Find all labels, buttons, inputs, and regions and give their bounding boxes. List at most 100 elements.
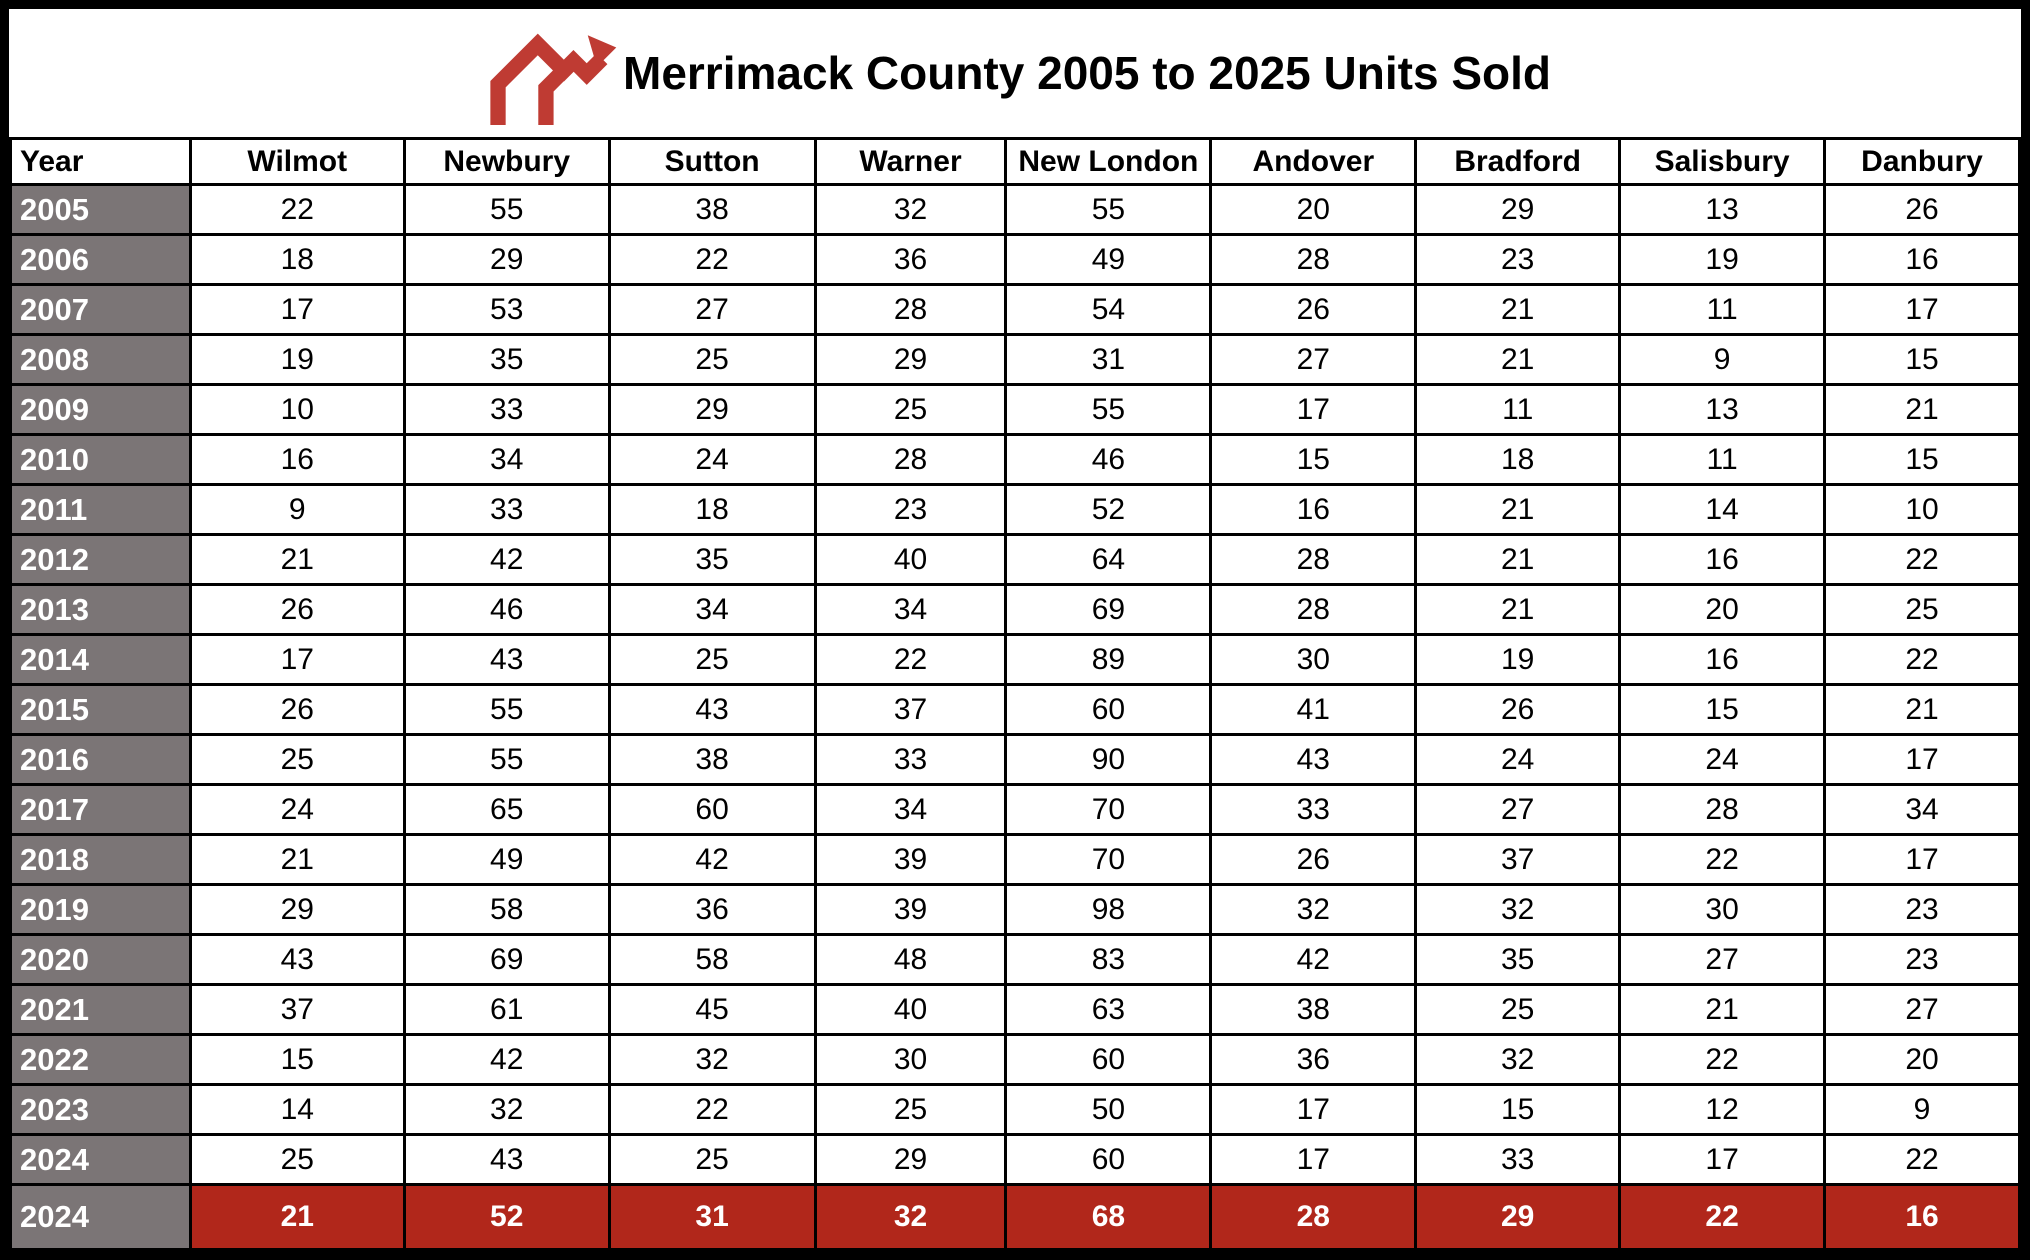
value-cell: 21 [188, 1183, 406, 1251]
year-cell: 2020 [9, 933, 192, 986]
value-cell: 26 [1209, 833, 1418, 886]
value-cell: 35 [402, 333, 611, 386]
table-row: 2009 10 33 29 25 55 17 11 13 21 [9, 383, 2021, 436]
value-cell: 14 [188, 1083, 406, 1136]
year-cell: 2019 [9, 883, 192, 936]
value-cell: 32 [402, 1083, 611, 1136]
value-cell: 36 [813, 233, 1008, 286]
value-cell: 21 [1414, 533, 1622, 586]
value-cell: 55 [1004, 183, 1213, 236]
value-cell: 14 [1618, 483, 1827, 536]
year-cell: 2005 [9, 183, 192, 236]
value-cell: 69 [1004, 583, 1213, 636]
table-row: 2018 21 49 42 39 70 26 37 22 17 [9, 833, 2021, 886]
value-cell: 26 [1823, 183, 2021, 236]
value-cell: 25 [188, 1133, 406, 1186]
table-row: 2010 16 34 24 28 46 15 18 11 15 [9, 433, 2021, 486]
year-cell: 2015 [9, 683, 192, 736]
value-cell: 27 [1209, 333, 1418, 386]
value-cell: 29 [1414, 1183, 1622, 1251]
year-cell: 2008 [9, 333, 192, 386]
value-cell: 43 [402, 633, 611, 686]
value-cell: 35 [1414, 933, 1622, 986]
value-cell: 19 [1618, 233, 1827, 286]
value-cell: 17 [1823, 833, 2021, 886]
value-cell: 22 [188, 183, 406, 236]
value-cell: 27 [607, 283, 817, 336]
value-cell: 15 [1823, 333, 2021, 386]
value-cell: 98 [1004, 883, 1213, 936]
column-header-new-london: New London [1004, 137, 1213, 186]
column-header-bradford: Bradford [1414, 137, 1622, 186]
value-cell: 20 [1823, 1033, 2021, 1086]
value-cell: 90 [1004, 733, 1213, 786]
table-row: 2005 22 55 38 32 55 20 29 13 26 [9, 183, 2021, 236]
value-cell: 29 [188, 883, 406, 936]
column-header-wilmot: Wilmot [188, 137, 406, 186]
value-cell: 26 [188, 583, 406, 636]
value-cell: 42 [402, 533, 611, 586]
year-cell: 2024 [9, 1133, 192, 1186]
value-cell: 21 [188, 833, 406, 886]
value-cell: 60 [1004, 1133, 1213, 1186]
value-cell: 32 [1209, 883, 1418, 936]
title-band: Merrimack County 2005 to 2025 Units Sold [9, 9, 2021, 137]
value-cell: 23 [813, 483, 1008, 536]
value-cell: 34 [402, 433, 611, 486]
value-cell: 70 [1004, 833, 1213, 886]
value-cell: 32 [1414, 883, 1622, 936]
value-cell: 16 [188, 433, 406, 486]
value-cell: 18 [188, 233, 406, 286]
value-cell: 9 [1823, 1083, 2021, 1136]
value-cell: 38 [1209, 983, 1418, 1036]
table-row: 2023 14 32 22 25 50 17 15 12 9 [9, 1083, 2021, 1136]
value-cell: 38 [607, 183, 817, 236]
value-cell: 11 [1414, 383, 1622, 436]
table-row: 2007 17 53 27 28 54 26 21 11 17 [9, 283, 2021, 336]
value-cell: 13 [1618, 383, 1827, 436]
value-cell: 21 [1618, 983, 1827, 1036]
value-cell: 17 [1823, 733, 2021, 786]
value-cell: 25 [813, 1083, 1008, 1136]
table-row: 2019 29 58 36 39 98 32 32 30 23 [9, 883, 2021, 936]
total-row: 2024 21 52 31 32 68 28 29 22 16 [9, 1183, 2021, 1251]
value-cell: 18 [607, 483, 817, 536]
value-cell: 54 [1004, 283, 1213, 336]
column-header-newbury: Newbury [402, 137, 611, 186]
value-cell: 46 [1004, 433, 1213, 486]
value-cell: 22 [1618, 833, 1827, 886]
value-cell: 28 [813, 283, 1008, 336]
value-cell: 32 [813, 1183, 1008, 1251]
value-cell: 28 [1209, 1183, 1418, 1251]
value-cell: 15 [1414, 1083, 1622, 1136]
value-cell: 34 [813, 783, 1008, 836]
table-row: 2022 15 42 32 30 60 36 32 22 20 [9, 1033, 2021, 1086]
value-cell: 21 [1823, 683, 2021, 736]
value-cell: 61 [402, 983, 611, 1036]
value-cell: 17 [1209, 383, 1418, 436]
value-cell: 43 [607, 683, 817, 736]
value-cell: 49 [1004, 233, 1213, 286]
table-row: 2024 25 43 25 29 60 17 33 17 22 [9, 1133, 2021, 1186]
value-cell: 32 [607, 1033, 817, 1086]
value-cell: 55 [402, 683, 611, 736]
table-row: 2014 17 43 25 22 89 30 19 16 22 [9, 633, 2021, 686]
year-cell: 2017 [9, 783, 192, 836]
value-cell: 25 [607, 1133, 817, 1186]
value-cell: 23 [1823, 933, 2021, 986]
value-cell: 21 [1414, 283, 1622, 336]
value-cell: 17 [1209, 1133, 1418, 1186]
value-cell: 34 [813, 583, 1008, 636]
value-cell: 29 [813, 333, 1008, 386]
value-cell: 33 [1414, 1133, 1622, 1186]
value-cell: 35 [607, 533, 817, 586]
value-cell: 42 [607, 833, 817, 886]
value-cell: 21 [1414, 333, 1622, 386]
value-cell: 10 [188, 383, 406, 436]
value-cell: 65 [402, 783, 611, 836]
table-row: 2015 26 55 43 37 60 41 26 15 21 [9, 683, 2021, 736]
value-cell: 16 [1823, 1183, 2021, 1251]
value-cell: 28 [813, 433, 1008, 486]
value-cell: 22 [1823, 533, 2021, 586]
